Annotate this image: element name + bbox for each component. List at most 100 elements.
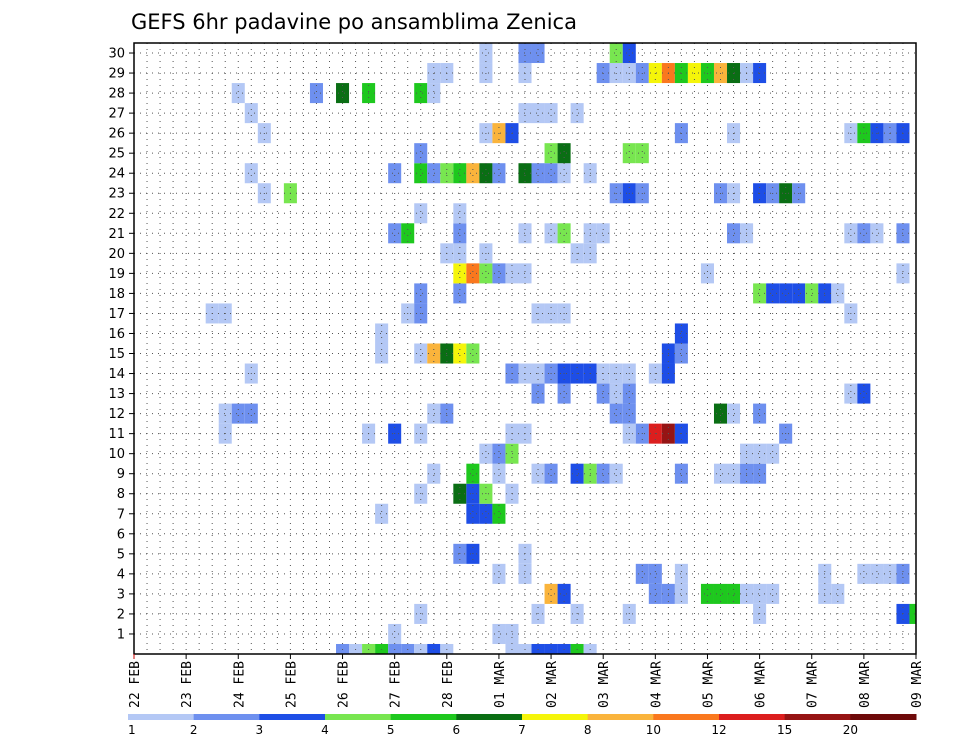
heatmap-cell [427, 643, 441, 654]
plot-frame [133, 42, 917, 655]
legend-label: 12 [711, 723, 726, 737]
x-tick-label: 22 FEB [128, 661, 143, 708]
x-tick-label: 26 FEB [337, 661, 352, 708]
heatmap-cell [388, 623, 402, 644]
heatmap-cell [244, 163, 258, 184]
heatmap-cell [466, 263, 480, 284]
heatmap-cell [427, 403, 441, 424]
heatmap-cell [570, 463, 584, 484]
heatmap-cell [244, 403, 258, 424]
y-tick-label: 14 [108, 367, 125, 382]
heatmap-cell [349, 643, 363, 654]
y-tick-label: 20 [108, 247, 125, 262]
heatmap-cell [753, 443, 767, 464]
heatmap-cell [844, 383, 858, 404]
heatmap-cell [700, 583, 714, 604]
heatmap-cell [857, 383, 871, 404]
heatmap-cell [401, 643, 415, 654]
heatmap-cell [414, 163, 428, 184]
heatmap-cell [414, 143, 428, 164]
legend-label: 10 [646, 723, 661, 737]
heatmap-cell [414, 643, 428, 654]
y-tick-label: 26 [108, 127, 125, 142]
heatmap-cell [870, 563, 884, 584]
x-tick-label: 08 MAR [858, 661, 873, 708]
heatmap-cell [570, 643, 584, 654]
legend-swatch [259, 714, 326, 720]
legend-label: 1 [128, 723, 136, 737]
heatmap-cell [674, 323, 688, 344]
heatmap-cell [674, 343, 688, 364]
heatmap-cell [609, 383, 623, 404]
y-tick-label: 19 [108, 267, 125, 282]
y-axis: 1234567891011121314151617181920212223242… [108, 47, 134, 642]
heatmap-cell [557, 583, 571, 604]
y-tick-label: 17 [108, 307, 125, 322]
heatmap-cell [231, 403, 245, 424]
heatmap-cell [375, 343, 389, 364]
y-tick-label: 28 [108, 87, 125, 102]
heatmap-cell [388, 643, 402, 654]
heatmap-cell [713, 583, 728, 604]
y-tick-label: 4 [117, 567, 125, 582]
legend-label: 6 [453, 723, 461, 737]
heatmap-cell [440, 643, 454, 654]
heatmap-cell [544, 143, 558, 164]
heatmap-cell [218, 403, 232, 424]
y-tick-label: 7 [117, 507, 125, 522]
heatmap-cell [753, 583, 767, 604]
x-tick-label: 24 FEB [232, 661, 247, 708]
heatmap-cell [648, 583, 662, 604]
heatmap-cell [727, 403, 741, 424]
heatmap-cell [492, 563, 506, 584]
y-tick-label: 21 [108, 227, 125, 242]
heatmap-cell [831, 583, 845, 604]
heatmap-cell [557, 383, 571, 404]
y-tick-label: 8 [117, 487, 125, 502]
heatmap-cell [479, 503, 493, 524]
heatmap-cell [648, 563, 662, 584]
heatmap-cell [779, 283, 793, 304]
heatmap-cell [492, 463, 506, 484]
chart-title: GEFS 6hr padavine po ansamblima Zenica [131, 10, 577, 34]
heatmap-cell [531, 103, 545, 124]
heatmap-cell [388, 163, 402, 184]
heatmap-cell [466, 463, 480, 484]
x-tick-label: 09 MAR [910, 661, 925, 708]
heatmap-cell [544, 223, 558, 244]
heatmap-cell [531, 163, 545, 184]
heatmap-cell [492, 263, 506, 284]
y-tick-label: 18 [108, 287, 125, 302]
heatmap-cell [375, 323, 389, 344]
y-tick-label: 13 [108, 387, 125, 402]
heatmap-cell [700, 263, 714, 284]
heatmap-cell [453, 343, 467, 364]
heatmap-cell [596, 383, 610, 404]
heatmap-cell [466, 503, 480, 524]
grid-lines [134, 43, 916, 654]
heatmap-cell [492, 503, 506, 524]
heatmap-cell [336, 83, 350, 104]
x-axis: 22 FEB 23 FEB 24 FEB 25 FEB 26 FEB 27 FEB 28 F… [128, 654, 925, 708]
x-tick-label: 01 MAR [493, 661, 508, 708]
legend-swatch [850, 714, 917, 720]
color-legend: 1 2 3 4 5 6 7 8 10 12 15 20 [128, 714, 917, 737]
heatmap-cell [427, 343, 441, 364]
y-tick-label: 29 [108, 67, 125, 82]
heatmap-cell [570, 103, 584, 124]
heatmap-cell [453, 223, 467, 244]
x-tick-label: 23 FEB [180, 661, 195, 708]
heatmap-cell [753, 463, 767, 484]
heatmap-cell [857, 223, 871, 244]
y-tick-label: 10 [108, 447, 125, 462]
heatmap-cell [805, 283, 819, 304]
heatmap-cell [479, 163, 493, 184]
x-tick-label: 02 MAR [545, 661, 560, 708]
y-tick-label: 12 [108, 407, 125, 422]
y-tick-label: 11 [108, 427, 125, 442]
heatmap-cell [466, 343, 480, 364]
heatmap-cell [427, 83, 441, 104]
heatmap-cell [727, 223, 741, 244]
y-tick-label: 30 [108, 47, 125, 62]
